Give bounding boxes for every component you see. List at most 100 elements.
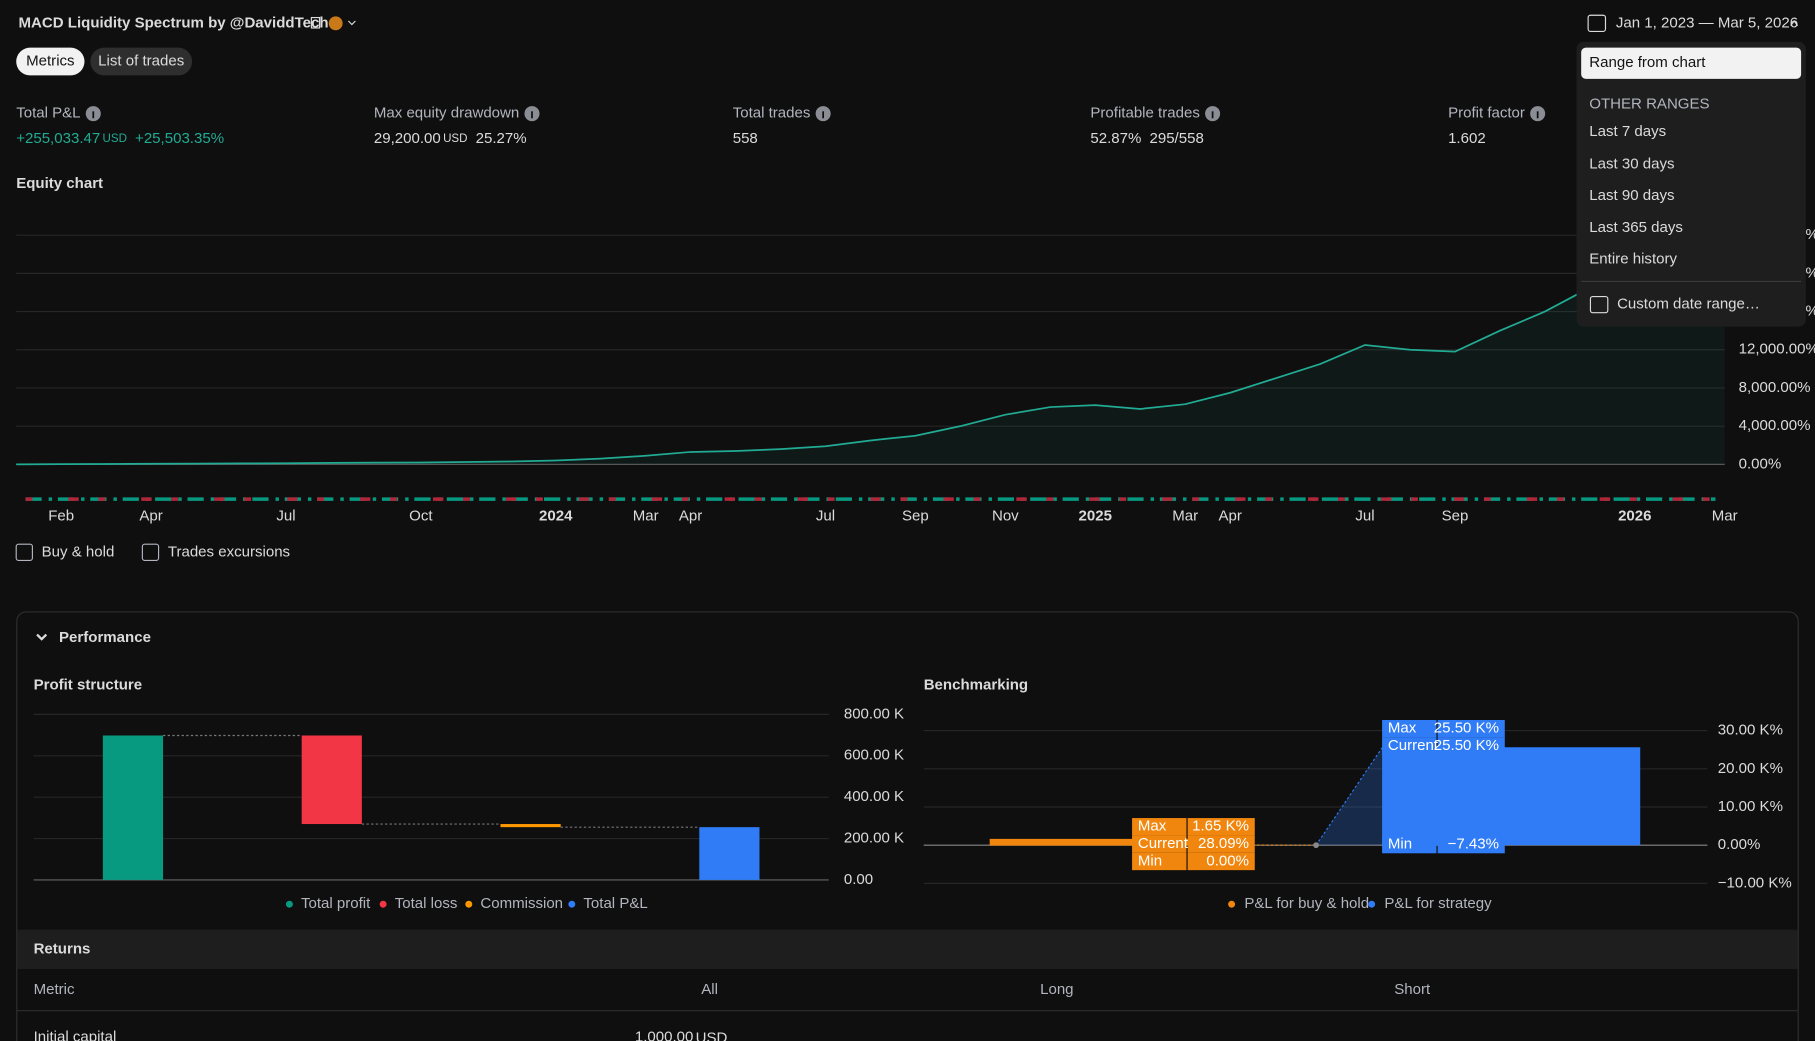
stat-value: 1.65 K% — [1192, 818, 1249, 835]
x-tick-label: Sep — [1442, 507, 1469, 524]
x-tick-label: Jul — [816, 507, 835, 524]
y-tick-label: 400.00 K — [844, 788, 904, 805]
y-tick-label: 0.00 — [844, 871, 873, 888]
checkbox-label[interactable]: Trades excursions — [168, 543, 290, 560]
stat-value: −7.43% — [1448, 836, 1499, 853]
cell-unit: USD — [696, 1029, 728, 1041]
menu-item[interactable]: Last 7 days — [1589, 123, 1666, 140]
column-header: Long — [1040, 981, 1073, 998]
menu-item[interactable]: Range from chart — [1589, 54, 1706, 71]
menu-item-selected[interactable] — [1581, 47, 1802, 79]
x-tick-label: Apr — [139, 507, 162, 524]
stat-label: Max — [1388, 720, 1417, 737]
chevron[interactable] — [348, 20, 356, 26]
metric-label: Total trades — [733, 105, 811, 122]
bar — [699, 827, 760, 880]
label-box — [1187, 835, 1255, 853]
date-range[interactable]: Jan 1, 2023 — Mar 5, 2026 — [1616, 14, 1798, 31]
stat-label: Min — [1388, 836, 1412, 853]
metric-value: 52.87% 295/558 — [1090, 130, 1203, 147]
stat-label: Max — [1138, 818, 1167, 835]
equity-line — [16, 220, 1726, 466]
legend-label: Commission — [480, 895, 563, 912]
metric-extra: 25.27% — [476, 130, 527, 147]
tab[interactable]: Metrics — [26, 53, 74, 70]
label-box — [1382, 835, 1437, 854]
x-tick-label: Nov — [992, 507, 1019, 524]
section-title[interactable]: Performance — [59, 629, 151, 646]
legend-dot — [379, 900, 387, 908]
collapse-chevron[interactable] — [36, 633, 48, 641]
bar — [102, 735, 164, 880]
x-tick-label: 2025 — [1079, 507, 1112, 524]
checkbox[interactable] — [15, 543, 33, 562]
range-menu: Range from chart OTHER RANGES Last 7 day… — [1576, 41, 1806, 327]
column-header: Short — [1394, 981, 1431, 998]
metric-label: Total P&L — [16, 105, 80, 122]
calendar-icon — [1587, 14, 1607, 33]
range-bar — [989, 838, 1248, 846]
y-tick-label: 0.00% — [1718, 836, 1761, 853]
legend-dot — [285, 900, 293, 908]
strategy-title[interactable]: MACD Liquidity Spectrum by @DaviddTech — [19, 14, 329, 31]
returns-header — [17, 929, 1798, 970]
stat-value: 28.09% — [1198, 835, 1249, 852]
bar — [301, 735, 362, 825]
label-box — [1437, 835, 1505, 854]
x-tick-label: Feb — [48, 507, 74, 524]
table-title: Returns — [34, 940, 91, 957]
menu-item[interactable]: Entire history — [1589, 250, 1677, 267]
x-tick-label: Mar — [633, 507, 659, 524]
label-box — [1187, 852, 1255, 871]
legend-dot — [1368, 900, 1376, 908]
metric-value: 558 — [733, 130, 758, 147]
y-tick-label: 8,000.00% — [1739, 379, 1811, 396]
performance-panel — [16, 611, 1799, 1041]
legend-label: P&L for buy & hold — [1244, 895, 1369, 912]
column-header: All — [701, 981, 718, 998]
metric-unit: USD — [103, 133, 127, 145]
menu-item[interactable]: Last 30 days — [1589, 156, 1674, 173]
chart-title: Profit structure — [34, 676, 143, 693]
tab-active[interactable] — [16, 47, 85, 76]
menu-item[interactable]: Last 90 days — [1589, 187, 1674, 204]
label-box — [1382, 737, 1437, 755]
metric-value: 52.87% — [1090, 130, 1141, 147]
metric-value: +255,033.47 USD +25,503.35% — [16, 130, 224, 147]
menu-item[interactable]: Custom date range… — [1617, 296, 1760, 313]
menu-item[interactable]: Last 365 days — [1589, 219, 1683, 236]
chevron[interactable] — [1790, 20, 1799, 27]
label-box — [1437, 719, 1505, 738]
legend-dot — [568, 900, 576, 908]
stat-label: Min — [1138, 852, 1162, 869]
checkbox[interactable] — [141, 543, 160, 562]
label-box — [1382, 719, 1437, 738]
y-tick-label: 20.00 K% — [1718, 760, 1783, 777]
checkbox-label[interactable]: Buy & hold — [42, 543, 115, 560]
anchor — [1313, 842, 1320, 849]
y-tick-label: 600.00 K — [844, 747, 904, 764]
label-box — [1132, 818, 1187, 836]
x-tick-label: 2026 — [1618, 507, 1651, 524]
column-header: Metric — [34, 981, 75, 998]
x-tick-label: Mar — [1172, 507, 1198, 524]
x-tick-label: Oct — [409, 507, 433, 524]
metric-extra: +25,503.35% — [135, 130, 224, 147]
legend-dot — [1228, 900, 1236, 908]
metric-value: 1.602 — [1448, 130, 1486, 147]
chart-title: Benchmarking — [924, 676, 1028, 693]
tab[interactable]: List of trades — [98, 53, 184, 70]
range-bar — [1382, 747, 1641, 846]
metric-unit: USD — [443, 133, 467, 145]
stat-value: 25.50 K% — [1434, 737, 1499, 754]
y-tick-label: 800.00 K — [844, 705, 904, 722]
x-tick-label: 2024 — [539, 507, 573, 524]
tab-inactive[interactable] — [90, 47, 193, 76]
legend-label: Total loss — [395, 895, 458, 912]
metric-value: 29,200.00 USD 25.27% — [374, 130, 527, 147]
x-tick-label: Mar — [1712, 507, 1738, 524]
calendar-icon — [1589, 295, 1609, 314]
menu-panel — [1576, 41, 1806, 327]
